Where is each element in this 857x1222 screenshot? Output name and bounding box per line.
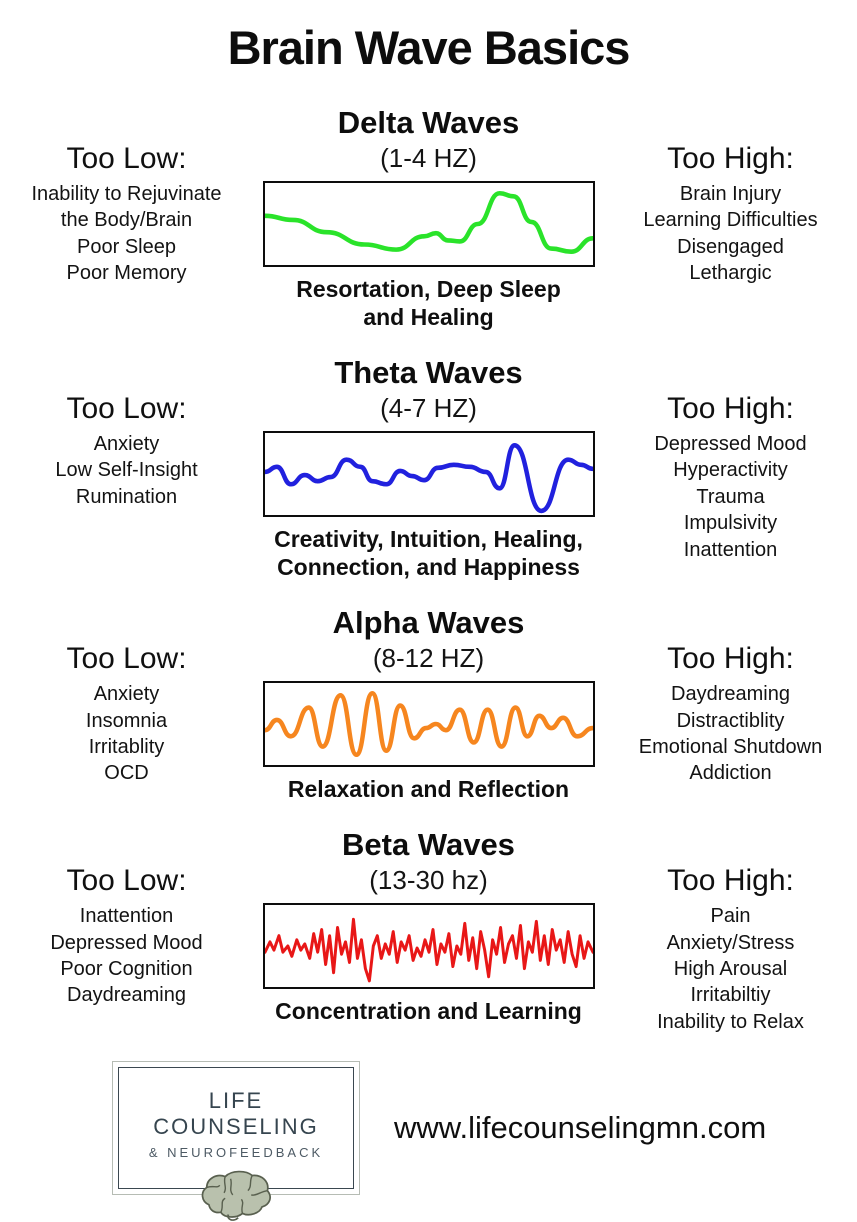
symptom-item: Learning Difficulties: [643, 209, 818, 232]
too-low-list: Inability to Rejuvinate the Body/Brain Po…: [9, 181, 245, 287]
symptom-item: Anxiety: [93, 433, 160, 456]
symptom-item: Distractiblity: [676, 709, 785, 732]
theta-center-column: Theta Waves (4-7 HZ) Creativity, Intuiti…: [249, 355, 609, 581]
delta-title: Delta Waves: [337, 105, 520, 140]
logo-name: LIFE COUNSELING: [153, 1088, 319, 1140]
alpha-too-high-column: Too High: Daydreaming Distractiblity Emoti…: [613, 605, 849, 803]
symptom-item: Rumination: [75, 485, 178, 508]
symptom-item: Inability to Rejuvinate the Body/Brain: [31, 183, 222, 232]
beta-frequency: (13-30 hz): [369, 865, 488, 896]
too-high-heading: Too High:: [667, 392, 794, 426]
beta-too-high-column: Too High: Pain Anxiety/Stress High Arousal…: [613, 827, 849, 1035]
symptom-item: Poor Cognition: [60, 958, 193, 981]
theta-too-low-column: Too Low: Anxiety Low Self-Insight Ruminati…: [9, 355, 245, 581]
life-counseling-logo: LIFE COUNSELING & NEUROFEEDBACK: [112, 1061, 360, 1222]
brain-icon: [201, 1170, 271, 1222]
symptom-item: Irritabiltiy: [690, 984, 771, 1007]
too-high-list: Daydreaming Distractiblity Emotional Shutd…: [613, 681, 849, 787]
symptom-item: Depressed Mood: [50, 931, 203, 954]
delta-frequency: (1-4 HZ): [380, 143, 477, 173]
alpha-wave-box: [262, 681, 595, 768]
beta-title: Beta Waves: [342, 827, 515, 863]
beta-wave-icon: [264, 918, 593, 983]
symptom-item: Trauma: [696, 485, 765, 508]
theta-too-high-column: Too High: Depressed Mood Hyperactivity Tra…: [613, 355, 849, 581]
alpha-caption: Relaxation and Reflection: [287, 776, 570, 803]
too-low-heading: Too Low:: [66, 642, 187, 676]
symptom-item: Poor Memory: [66, 262, 187, 285]
too-high-heading: Too High:: [667, 642, 794, 676]
symptom-item: Disengaged: [677, 235, 784, 258]
symptom-item: High Arousal: [673, 958, 788, 981]
beta-wave-box: [262, 903, 595, 990]
theta-wave-box: [262, 431, 595, 518]
too-high-list: Depressed Mood Hyperactivity Trauma Impulsi…: [613, 431, 849, 563]
symptom-item: Pain: [710, 905, 751, 928]
too-low-list: Inattention Depressed Mood Poor Cognition D…: [9, 903, 245, 1009]
theta-caption: Creativity, Intuition, Healing, Connecti…: [274, 526, 583, 581]
symptom-item: OCD: [104, 762, 149, 785]
too-high-list: Brain Injury Learning Difficulties Disenga…: [613, 181, 849, 287]
section-alpha: Too Low: Anxiety Insomnia Irritablity OCD A…: [0, 605, 857, 803]
symptom-item: Inattention: [79, 905, 174, 928]
too-low-heading: Too Low:: [66, 142, 187, 175]
too-high-heading: Too High:: [667, 864, 794, 898]
beta-caption: Concentration and Learning: [275, 998, 582, 1025]
symptom-item: Daydreaming: [67, 984, 186, 1007]
footer: LIFE COUNSELING & NEUROFEEDBACK www.life…: [112, 1061, 857, 1222]
delta-caption: Resortation, Deep Sleep and Healing: [296, 276, 561, 331]
symptom-item: Inattention: [683, 538, 778, 561]
delta-center-column: Delta Waves (1-4 HZ) Resortation, Deep S…: [249, 105, 609, 331]
website-url: www.lifecounselingmn.com: [394, 1110, 767, 1146]
delta-too-high-column: Too High: Brain Injury Learning Difficult…: [613, 105, 849, 331]
symptom-item: Anxiety: [93, 683, 160, 706]
symptom-item: Brain Injury: [679, 183, 782, 205]
page-title: Brain Wave Basics: [227, 21, 631, 74]
symptom-item: Daydreaming: [671, 683, 790, 706]
too-low-heading: Too Low:: [66, 864, 187, 898]
section-beta: Too Low: Inattention Depressed Mood Poor C…: [0, 827, 857, 1035]
symptom-item: Addiction: [689, 762, 772, 785]
symptom-item: Irritablity: [88, 735, 165, 758]
symptom-item: Anxiety/Stress: [666, 931, 795, 954]
symptom-item: Poor Sleep: [77, 235, 176, 258]
alpha-too-low-column: Too Low: Anxiety Insomnia Irritablity OCD: [9, 605, 245, 803]
beta-center-column: Beta Waves (13-30 hz) Concentration and …: [249, 827, 609, 1035]
too-low-list: Anxiety Insomnia Irritablity OCD: [9, 681, 245, 787]
too-high-heading: Too High:: [667, 142, 794, 175]
beta-too-low-column: Too Low: Inattention Depressed Mood Poor C…: [9, 827, 245, 1035]
symptom-item: Impulsivity: [683, 512, 778, 535]
symptom-item: Insomnia: [85, 709, 168, 732]
too-low-heading: Too Low:: [66, 392, 187, 426]
symptom-item: Hyperactivity: [673, 459, 788, 482]
symptom-item: Inability to Relax: [657, 1010, 804, 1033]
symptom-item: Emotional Shutdown: [638, 735, 823, 758]
logo-frame: LIFE COUNSELING & NEUROFEEDBACK: [118, 1067, 354, 1190]
theta-wave-icon: [264, 443, 593, 514]
too-low-list: Anxiety Low Self-Insight Rumination: [9, 431, 245, 510]
delta-wave-icon: [264, 190, 593, 254]
section-theta: Too Low: Anxiety Low Self-Insight Ruminati…: [0, 355, 857, 581]
logo-subtitle: & NEUROFEEDBACK: [148, 1145, 324, 1161]
alpha-center-column: Alpha Waves (8-12 HZ) Relaxation and Ref…: [249, 605, 609, 803]
theta-frequency: (4-7 HZ): [380, 393, 477, 424]
delta-wave-box: [262, 181, 595, 267]
symptom-item: Lethargic: [689, 262, 772, 285]
symptom-item: Low Self-Insight: [55, 459, 198, 482]
delta-too-low-column: Too Low: Inability to Rejuvinate the Bod…: [9, 105, 245, 331]
alpha-wave-icon: [264, 691, 593, 758]
too-high-list: Pain Anxiety/Stress High Arousal Irritabilt…: [613, 903, 849, 1035]
symptom-item: Depressed Mood: [654, 433, 807, 456]
section-delta: Too Low: Inability to Rejuvinate the Bod…: [0, 105, 857, 331]
alpha-frequency: (8-12 HZ): [372, 643, 485, 674]
alpha-title: Alpha Waves: [332, 605, 525, 641]
theta-title: Theta Waves: [334, 355, 523, 391]
